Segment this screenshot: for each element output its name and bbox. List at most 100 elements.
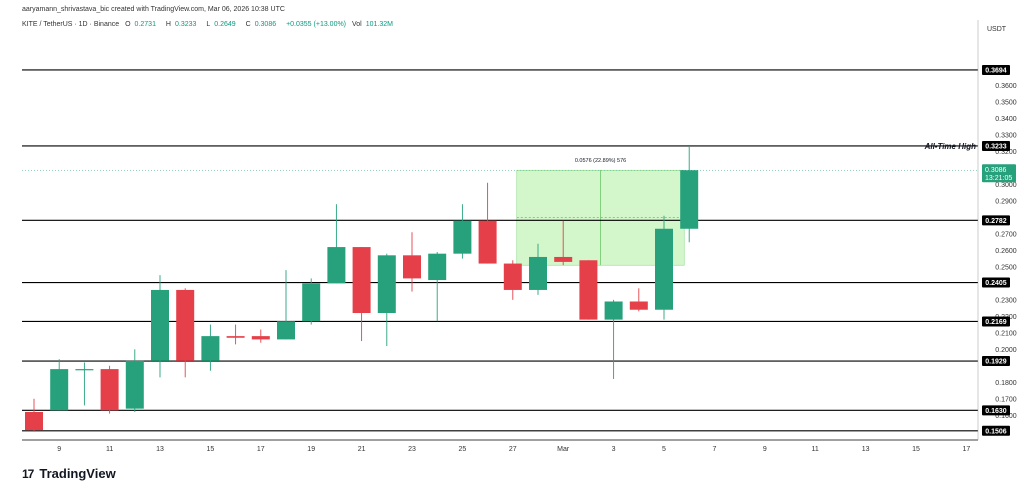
candle-body: [176, 289, 195, 361]
x-tick-label: 23: [408, 446, 416, 453]
y-tick-label: 0.2700: [995, 231, 1017, 238]
x-tick-label: 7: [712, 446, 716, 453]
candle-body: [327, 247, 346, 284]
high-label: H: [165, 21, 171, 28]
level-price-box: [982, 405, 1010, 416]
x-tick-label: 21: [358, 446, 366, 453]
y-tick-label: 0.3300: [995, 132, 1017, 139]
levels-layer: [22, 69, 978, 432]
level-price-label: 0.3233: [985, 143, 1007, 150]
high-field: H 0.3233: [166, 21, 200, 28]
change-value: +0.0355 (+13.00%): [286, 21, 347, 28]
volume-value: 101.32M: [365, 21, 393, 28]
candle-body: [503, 263, 522, 290]
x-tick-label: Mar: [557, 446, 570, 453]
symbol-line: KITE / TetherUS · 1D · Binance O 0.2731 H…: [22, 21, 401, 28]
candle-body: [680, 170, 699, 229]
y-tick-label: 0.3600: [995, 83, 1017, 90]
x-tick-label: 9: [57, 446, 61, 453]
candle-body: [302, 283, 321, 322]
open-field: O 0.2731: [125, 21, 160, 28]
x-tick-label: 13: [156, 446, 164, 453]
level-price-box: [982, 316, 1010, 327]
axes-layer: 9 11 13 15 17 19 21 23 25 27 Mar 3 5 7 9 11 13 15 17 0.3600…: [22, 20, 1017, 453]
candle-body: [377, 255, 396, 314]
candle-body: [100, 369, 119, 411]
level-price-label: 0.2169: [985, 319, 1007, 326]
candles-layer: [25, 145, 699, 432]
symbol-name[interactable]: KITE / TetherUS · 1D · Binance: [22, 21, 120, 28]
candle-body: [403, 255, 421, 279]
close-value: 0.3086: [254, 21, 277, 28]
level-price-box: [982, 64, 1010, 75]
candle-body: [226, 336, 245, 338]
y-tick-label: 0.2900: [995, 198, 1017, 205]
all-time-high-label: All-Time High: [924, 142, 977, 151]
current-price-box: [982, 164, 1016, 183]
level-price-label: 0.1506: [985, 428, 1007, 435]
candle-body: [277, 321, 295, 340]
y-tick-label: 0.1700: [995, 396, 1017, 403]
x-tick-label: 15: [912, 446, 920, 453]
y-tick-label: 0.3000: [995, 182, 1017, 189]
currency-label[interactable]: USDT: [987, 26, 1007, 33]
level-price-box: [982, 425, 1010, 436]
candle-body: [478, 220, 497, 264]
measure-layer: 0.0576 (22.89%) 576: [516, 158, 685, 266]
low-label: L: [206, 21, 211, 28]
y-tick-label: 0.2100: [995, 330, 1017, 337]
level-price-box: [982, 277, 1010, 288]
level-price-box: [982, 356, 1010, 367]
y-tick-label: 0.2300: [995, 297, 1017, 304]
open-label: O: [125, 21, 131, 28]
y-tick-label: 0.2600: [995, 248, 1017, 255]
x-tick-label: 9: [763, 446, 767, 453]
candle-body: [201, 336, 220, 361]
tradingview-logo[interactable]: 17 TradingView: [22, 466, 116, 481]
x-tick-label: 17: [257, 446, 265, 453]
current-price-label: 0.3086: [985, 167, 1007, 174]
close-label: C: [245, 21, 251, 28]
candle-body: [629, 301, 648, 310]
high-value: 0.3233: [174, 21, 197, 28]
x-tick-label: 13: [862, 446, 870, 453]
candle-body: [529, 256, 547, 290]
y-tick-label: 0.1800: [995, 380, 1017, 387]
tradingview-wordmark: TradingView: [39, 466, 116, 481]
y-tick-label: 0.3500: [995, 99, 1017, 106]
candle-body: [453, 220, 472, 254]
x-tick-label: 11: [106, 446, 113, 453]
x-tick-label: 5: [662, 446, 666, 453]
volume-label: Vol: [351, 21, 362, 28]
x-tick-label: 19: [307, 446, 315, 453]
x-tick-label: 15: [207, 446, 215, 453]
x-tick-label: 17: [963, 446, 971, 453]
candle-body: [655, 228, 673, 310]
open-value: 0.2731: [134, 21, 156, 28]
chart-header: aaryamann_shrivastava_bic created with T…: [22, 6, 401, 28]
candle-body: [554, 256, 573, 262]
candle-body: [50, 369, 69, 411]
y-tick-label: 0.2000: [995, 347, 1017, 354]
low-value: 0.2649: [214, 21, 236, 28]
candle-body: [25, 411, 43, 431]
candle-body: [75, 369, 94, 371]
countdown-label: 13:21:05: [985, 175, 1012, 182]
x-tick-label: 25: [459, 446, 467, 453]
level-price-label: 0.1630: [985, 408, 1007, 415]
labels-layer: 0.3694 0.3233 0.2782 0.2405 0.2169 0.1929 0.16…: [924, 64, 1016, 436]
volume-field: Vol 101.32M: [352, 21, 397, 28]
level-price-label: 0.1929: [985, 359, 1007, 366]
y-tick-label: 0.3200: [995, 149, 1017, 156]
level-price-label: 0.2405: [985, 280, 1007, 287]
candle-body: [125, 360, 144, 409]
candle-body: [151, 289, 169, 361]
candle-body: [604, 301, 623, 320]
level-price-label: 0.2782: [985, 218, 1007, 225]
candle-body: [428, 253, 447, 281]
credit-line: aaryamann_shrivastava_bic created with T…: [22, 6, 285, 13]
x-tick-label: 3: [612, 446, 616, 453]
level-price-box: [982, 215, 1010, 226]
y-tick-label: 0.2500: [995, 264, 1017, 271]
